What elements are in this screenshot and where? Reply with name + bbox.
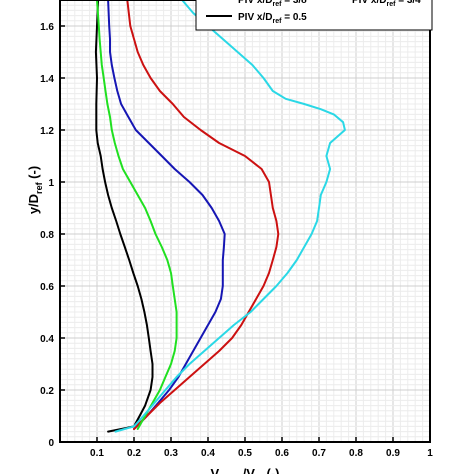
legend-box — [195, 0, 433, 31]
x-tick-label: 0.3 — [164, 448, 178, 459]
x-tick-label: 0.6 — [275, 448, 289, 459]
x-axis-label: Vmean/Vref(-) — [211, 466, 280, 474]
legend: PIV x/Dref = 0.5 PIV x/Dref = 3/8 PIV x/Dr… — [195, 0, 433, 31]
legend-label: PIV x/Dref = 0.5 — [238, 12, 307, 25]
y-axis-label-main: y/D — [26, 194, 41, 214]
x-tick-label: 0.8 — [349, 448, 363, 459]
y-tick-label: 1.4 — [40, 74, 54, 85]
series-line-3 — [96, 0, 178, 430]
ticks: 0.1 0.2 0.3 0.4 0.5 0.6 0.7 0.8 0.9 1 0 0.2 0.4 0.6 0.… — [40, 22, 433, 459]
series-line-0 — [94, 0, 154, 433]
x-tick-label: 0.1 — [90, 448, 104, 459]
x-tick-label: 0.4 — [201, 448, 215, 459]
series-lines — [94, 0, 346, 433]
legend-label: PIV x/Dref = 3/8 — [238, 0, 307, 8]
series-line-4 — [114, 0, 346, 433]
x-tick-label: 0.5 — [238, 448, 252, 459]
x-tick-label: 0.7 — [312, 448, 326, 459]
y-tick-label: 0.8 — [40, 230, 54, 241]
y-tick-label: 1.2 — [40, 126, 54, 137]
legend-label: PIV x/Dref = 3/4 — [352, 0, 421, 8]
series-line-1 — [107, 0, 226, 430]
y-tick-label: 0.6 — [40, 282, 54, 293]
y-axis-label-sub: ref — [34, 181, 44, 194]
y-tick-label: 1 — [48, 178, 54, 189]
y-axis-label-tail: (-) — [26, 166, 41, 183]
x-tick-label: 0.9 — [386, 448, 400, 459]
x-tick-label: 0.2 — [127, 448, 141, 459]
y-tick-label: 1.6 — [40, 22, 54, 33]
series-line-2 — [126, 0, 280, 430]
x-tick-label: 1 — [427, 448, 433, 459]
x-axis-label-tail: (-) — [267, 466, 280, 474]
x-axis-label-mid: /V — [243, 466, 256, 474]
x-axis-label-main: V — [211, 466, 220, 474]
y-axis-label: y/Dref (-) — [26, 166, 44, 214]
y-tick-label: 0.4 — [40, 334, 54, 345]
y-tick-label: 0.2 — [40, 386, 54, 397]
y-tick-label: 0 — [48, 438, 54, 449]
